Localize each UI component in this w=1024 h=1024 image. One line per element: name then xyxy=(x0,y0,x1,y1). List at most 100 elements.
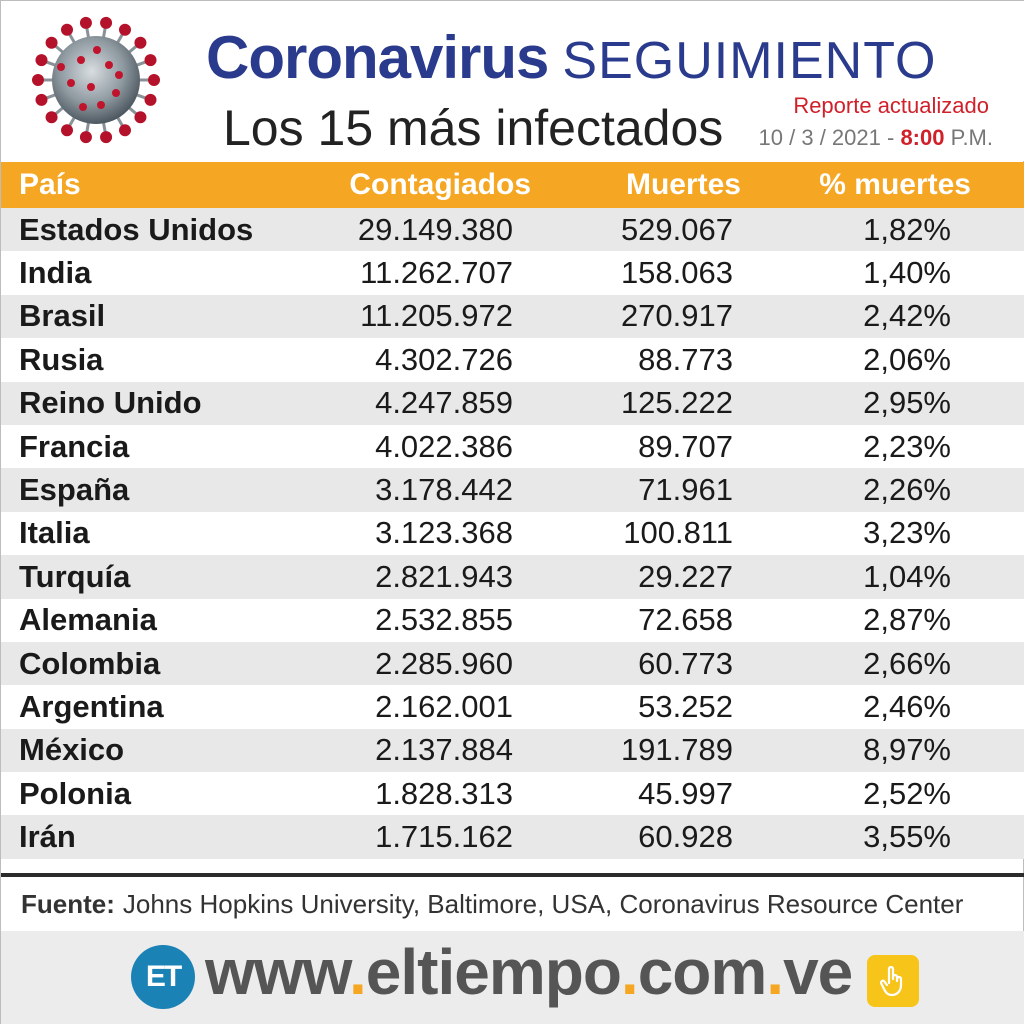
table-row: Alemania 2.532.855 72.658 2,87% xyxy=(1,598,1024,642)
deaths-cell: 270.917 xyxy=(620,298,733,334)
deaths-cell: 53.252 xyxy=(638,688,733,724)
table-row: Reino Unido 4.247.859 125.222 2,95% xyxy=(1,381,1024,425)
pct-cell: 2,95% xyxy=(863,385,951,421)
table-row: México 2.137.884 191.789 8,97% xyxy=(1,728,1024,773)
website-url[interactable]: www.eltiempo.com.ve xyxy=(205,935,853,1009)
et-logo: ET xyxy=(131,945,195,1009)
cases-cell: 4.247.859 xyxy=(375,385,513,421)
report-time: 8:00 xyxy=(900,125,945,150)
country-cell: México xyxy=(19,732,125,768)
country-cell: Francia xyxy=(19,428,130,464)
tap-hand-icon xyxy=(867,955,919,1007)
cases-cell: 2.162.001 xyxy=(375,688,513,724)
deaths-cell: 60.773 xyxy=(638,645,733,681)
cases-cell: 11.205.972 xyxy=(360,298,513,334)
country-cell: Italia xyxy=(19,515,90,551)
url-part: eltiempo xyxy=(365,936,622,1008)
table-row: Francia 4.022.386 89.707 2,23% xyxy=(1,424,1024,469)
pct-cell: 1,82% xyxy=(863,211,951,247)
pct-cell: 1,40% xyxy=(863,255,951,291)
report-date-value: 10 / 3 / 2021 - xyxy=(758,125,895,150)
country-cell: Irán xyxy=(19,819,76,855)
pct-cell: 2,06% xyxy=(863,341,951,377)
url-part: com xyxy=(637,936,768,1008)
table-row: Turquía 2.821.943 29.227 1,04% xyxy=(1,555,1024,599)
deaths-cell: 60.928 xyxy=(638,819,733,855)
pct-cell: 3,23% xyxy=(863,515,951,551)
table-row: Estados Unidos 29.149.380 529.067 1,82% xyxy=(1,208,1024,252)
country-cell: Reino Unido xyxy=(19,385,202,421)
brand-bar: ET www.eltiempo.com.ve xyxy=(1,931,1024,1024)
pct-cell: 2,66% xyxy=(863,645,951,681)
pct-cell: 2,87% xyxy=(863,602,951,638)
table-row: España 3.178.442 71.961 2,26% xyxy=(1,468,1024,512)
country-cell: Polonia xyxy=(19,775,131,811)
cases-cell: 3.178.442 xyxy=(375,472,513,508)
pct-cell: 2,42% xyxy=(863,298,951,334)
url-part: www xyxy=(205,936,350,1008)
source-label: Fuente: xyxy=(21,888,115,919)
pct-cell: 1,04% xyxy=(863,558,951,594)
url-dot: . xyxy=(620,936,639,1008)
deaths-cell: 72.658 xyxy=(638,602,733,638)
country-cell: Argentina xyxy=(19,688,164,724)
header-deaths: Muertes xyxy=(625,168,741,201)
pct-cell: 8,97% xyxy=(863,732,951,768)
report-date: 10 / 3 / 2021 - 8:00 P.M. xyxy=(759,125,993,151)
source-text: Johns Hopkins University, Baltimore, USA… xyxy=(122,888,964,919)
cases-cell: 4.022.386 xyxy=(375,428,513,464)
country-cell: Rusia xyxy=(19,341,104,377)
cases-cell: 2.532.855 xyxy=(375,602,513,638)
source-line: Fuente: Johns Hopkins University, Baltim… xyxy=(1,873,1024,931)
data-table: País Contagiados Muertes % muertes Estad… xyxy=(1,162,1024,859)
cases-cell: 11.262.707 xyxy=(360,255,513,291)
subtitle: Los 15 más infectados xyxy=(223,100,724,156)
deaths-cell: 158.063 xyxy=(620,255,733,291)
url-dot: . xyxy=(766,936,784,1008)
deaths-cell: 89.707 xyxy=(638,428,733,464)
header: Coronavirus SEGUIMIENTO Los 15 más infect… xyxy=(1,1,1024,161)
deaths-cell: 125.222 xyxy=(620,385,733,421)
pct-cell: 2,52% xyxy=(863,775,951,811)
table-body: Estados Unidos 29.149.380 529.067 1,82% Indi… xyxy=(1,208,1024,859)
cases-cell: 4.302.726 xyxy=(375,341,513,377)
main-title: Coronavirus SEGUIMIENTO xyxy=(206,23,937,92)
deaths-cell: 45.997 xyxy=(638,775,733,811)
cases-cell: 2.137.884 xyxy=(375,732,513,768)
country-cell: India xyxy=(19,255,92,291)
header-country: País xyxy=(19,168,81,201)
pct-cell: 3,55% xyxy=(863,819,951,855)
cases-cell: 3.123.368 xyxy=(375,515,513,551)
pct-cell: 2,46% xyxy=(863,688,951,724)
deaths-cell: 100.811 xyxy=(623,515,733,551)
url-dot: . xyxy=(348,936,367,1008)
table-row: India 11.262.707 158.063 1,40% xyxy=(1,251,1024,295)
table-row: Brasil 11.205.972 270.917 2,42% xyxy=(1,294,1024,339)
deaths-cell: 529.067 xyxy=(620,211,733,247)
url-part: ve xyxy=(783,936,853,1008)
cases-cell: 29.149.380 xyxy=(357,211,513,247)
cases-cell: 1.715.162 xyxy=(375,819,513,855)
country-cell: España xyxy=(19,472,130,508)
table-row: Rusia 4.302.726 88.773 2,06% xyxy=(1,338,1024,382)
header-cases: Contagiados xyxy=(349,168,531,201)
country-cell: Estados Unidos xyxy=(19,211,254,247)
country-cell: Alemania xyxy=(19,602,157,638)
deaths-cell: 88.773 xyxy=(638,341,733,377)
report-ampm: P.M. xyxy=(950,125,993,150)
country-cell: Brasil xyxy=(19,298,106,334)
deaths-cell: 71.961 xyxy=(638,472,733,508)
table-header: País Contagiados Muertes % muertes xyxy=(1,162,1024,208)
pct-cell: 2,23% xyxy=(863,428,951,464)
deaths-cell: 29.227 xyxy=(638,558,733,594)
table-row: Italia 3.123.368 100.811 3,23% xyxy=(1,511,1024,556)
coronavirus-icon xyxy=(32,16,160,144)
table-row: Colombia 2.285.960 60.773 2,66% xyxy=(1,641,1024,686)
table-row: Argentina 2.162.001 53.252 2,46% xyxy=(1,685,1024,729)
cases-cell: 2.821.943 xyxy=(375,558,513,594)
header-pct: % muertes xyxy=(819,168,971,201)
cases-cell: 2.285.960 xyxy=(375,645,513,681)
country-cell: Colombia xyxy=(19,645,161,681)
deaths-cell: 191.789 xyxy=(620,732,733,768)
report-label: Reporte actualizado xyxy=(793,93,989,118)
